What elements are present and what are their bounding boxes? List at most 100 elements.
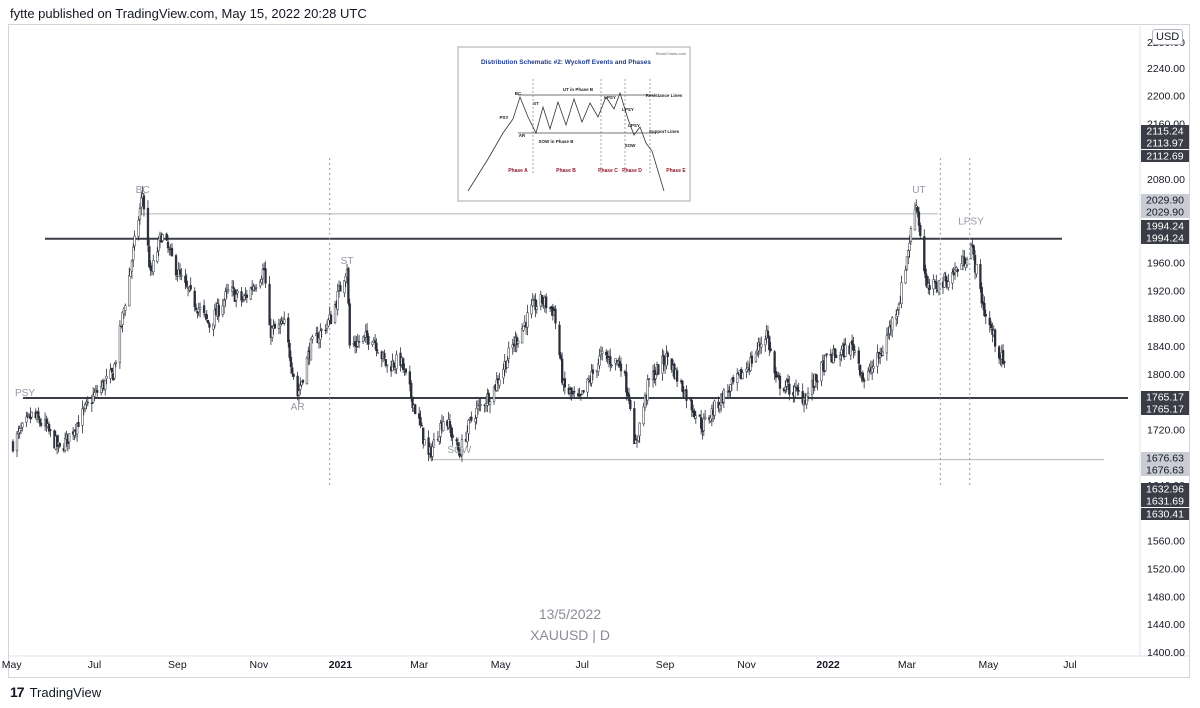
candle xyxy=(872,359,875,373)
candle xyxy=(268,275,271,326)
price-tag xyxy=(1141,403,1189,415)
candle xyxy=(455,437,458,446)
currency-badge[interactable]: USD xyxy=(1152,29,1184,45)
candle xyxy=(296,371,299,401)
candle xyxy=(319,323,322,348)
candle xyxy=(193,287,196,312)
candle xyxy=(470,411,473,423)
candle xyxy=(249,286,252,301)
candle xyxy=(431,441,434,461)
candle xyxy=(997,345,1001,365)
candle xyxy=(277,318,281,335)
candle xyxy=(55,434,59,455)
candle xyxy=(993,328,997,353)
inset-event-label: BC xyxy=(515,91,522,96)
candle xyxy=(100,379,103,396)
candle xyxy=(925,273,929,288)
price-tag xyxy=(1141,452,1189,464)
candle xyxy=(124,303,127,316)
candle xyxy=(197,302,200,317)
candle xyxy=(439,419,442,444)
candle xyxy=(371,341,374,348)
candle xyxy=(301,379,305,385)
candle xyxy=(224,287,227,307)
candle xyxy=(129,269,132,277)
candle xyxy=(392,359,395,371)
inset-phase-label: Phase B xyxy=(556,168,576,174)
candle xyxy=(432,432,436,448)
candle xyxy=(130,259,134,279)
candle xyxy=(850,334,854,351)
candle xyxy=(657,364,660,375)
candle xyxy=(834,348,838,359)
candle xyxy=(670,358,673,373)
candle xyxy=(904,265,907,285)
publish-header: fytte published on TradingView.com, May … xyxy=(10,6,367,21)
candle xyxy=(718,402,722,414)
candle xyxy=(140,190,143,216)
candle xyxy=(665,345,668,370)
candle xyxy=(336,283,339,316)
candle xyxy=(973,250,977,280)
candle xyxy=(859,364,862,378)
candle xyxy=(736,368,739,391)
candle xyxy=(619,357,623,377)
candle xyxy=(681,380,684,393)
candle xyxy=(11,439,15,453)
candle xyxy=(383,349,386,361)
candle xyxy=(590,363,593,387)
candle xyxy=(287,312,290,348)
candle xyxy=(1001,344,1005,365)
candle xyxy=(530,298,533,319)
candle xyxy=(915,199,918,214)
candle xyxy=(793,382,796,403)
x-tick-label: Sep xyxy=(656,659,675,671)
candle xyxy=(825,353,828,358)
y-tick-label: 2200.00 xyxy=(1147,91,1185,103)
price-tag-label: 2113.97 xyxy=(1146,138,1183,150)
candle xyxy=(291,362,294,377)
candle xyxy=(170,243,174,257)
candle xyxy=(578,387,581,398)
candle xyxy=(451,427,454,446)
candle xyxy=(113,362,116,380)
candle xyxy=(309,337,313,361)
candle xyxy=(625,363,628,401)
candle xyxy=(202,299,206,318)
price-tag xyxy=(1141,483,1189,495)
candle xyxy=(38,416,41,427)
candle xyxy=(824,355,827,372)
candle xyxy=(699,409,703,435)
candle xyxy=(488,397,492,414)
candle xyxy=(459,453,462,458)
candle xyxy=(909,225,913,245)
candle xyxy=(329,310,333,325)
candle xyxy=(174,253,178,281)
candle xyxy=(745,362,748,379)
lpsy-label: LPSY xyxy=(958,216,984,227)
candle xyxy=(516,338,520,348)
candle xyxy=(47,421,51,435)
candle xyxy=(198,302,202,318)
candle xyxy=(128,267,131,307)
x-tick-label: May xyxy=(491,659,512,671)
x-tick-label: Nov xyxy=(737,659,756,671)
candle xyxy=(476,399,480,416)
candle xyxy=(531,293,534,308)
price-tag xyxy=(1141,125,1189,137)
candle xyxy=(606,350,609,364)
candle xyxy=(916,205,919,218)
candle xyxy=(709,415,712,423)
candle xyxy=(989,320,993,331)
candle xyxy=(741,370,744,380)
candle xyxy=(466,425,469,448)
candle xyxy=(37,407,40,420)
candle xyxy=(816,374,819,391)
candle xyxy=(820,361,823,387)
candle xyxy=(760,336,763,354)
candle xyxy=(582,390,585,394)
candle xyxy=(579,393,583,401)
inset-phase-label: Phase A xyxy=(508,168,528,174)
candle xyxy=(666,350,669,365)
